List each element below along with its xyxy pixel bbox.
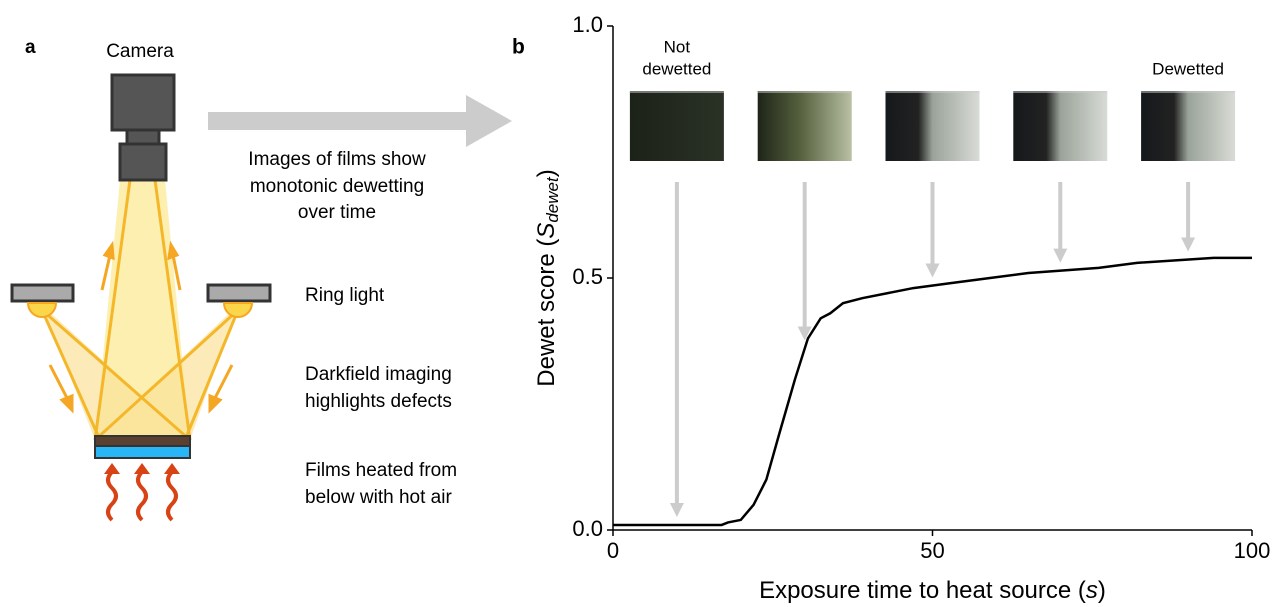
hot-air-heads <box>104 463 180 474</box>
annotation: Dewetted <box>1152 59 1224 78</box>
x-tick-label: 50 <box>920 538 944 563</box>
x-label-part: s <box>1086 577 1098 604</box>
y-label-part: dewet <box>543 176 562 223</box>
darkfield-label: highlights defects <box>305 391 452 412</box>
x-label-part: Exposure time to heat source ( <box>759 577 1086 604</box>
darkfield-label: Darkfield imaging <box>305 364 452 385</box>
panel-label: b <box>512 36 525 59</box>
y-label-part: S <box>533 223 560 239</box>
snapshot-image <box>758 91 852 161</box>
caption-line: monotonic dewetting <box>250 176 424 197</box>
y-tick-label: 0.5 <box>572 264 603 289</box>
annotation: dewetted <box>642 59 711 78</box>
substrate <box>95 446 190 458</box>
film <box>95 436 190 446</box>
snapshot-arrow-head <box>926 264 940 278</box>
x-tick-label: 0 <box>607 538 619 563</box>
data-line <box>613 258 1252 525</box>
ring-light-label: Ring light <box>305 285 385 306</box>
y-label-part: Dewet score ( <box>533 239 560 387</box>
snapshot-arrow-head <box>670 503 684 517</box>
snapshot-arrow-head <box>1181 238 1195 252</box>
heating-label: below with hot air <box>305 487 452 508</box>
x-label-part: ) <box>1098 577 1106 604</box>
process-arrow <box>208 112 470 130</box>
camera-mount <box>127 130 159 144</box>
camera-label: Camera <box>106 41 174 62</box>
caption-line: over time <box>298 202 376 223</box>
y-tick-label: 0.0 <box>572 516 603 541</box>
heating-label: Films heated from <box>305 460 457 481</box>
ring-light <box>12 285 73 301</box>
panel-a: a Camera Images of films show monotonic … <box>12 37 512 520</box>
snapshot-image <box>630 91 724 161</box>
snapshot-image <box>1013 91 1107 161</box>
hot-air <box>108 472 176 520</box>
snapshot-image <box>1141 91 1235 161</box>
x-axis-label: Exposure time to heat source (s) <box>759 577 1106 604</box>
camera-lens <box>120 144 166 180</box>
caption-line: Images of films show <box>248 149 426 170</box>
process-arrow-head <box>466 95 512 147</box>
snapshot-image <box>886 91 980 161</box>
figure: a Camera Images of films show monotonic … <box>0 0 1278 607</box>
x-tick-label: 100 <box>1234 538 1271 563</box>
panel-label: a <box>25 37 36 58</box>
camera-body <box>112 75 174 130</box>
ring-light <box>208 285 270 301</box>
annotation: Not <box>664 37 691 56</box>
y-label-part: ) <box>533 169 560 177</box>
y-axis-label: Dewet score (Sdewet) <box>533 169 562 386</box>
snapshot-arrow-head <box>1053 249 1067 263</box>
y-tick-label: 1.0 <box>572 12 603 37</box>
